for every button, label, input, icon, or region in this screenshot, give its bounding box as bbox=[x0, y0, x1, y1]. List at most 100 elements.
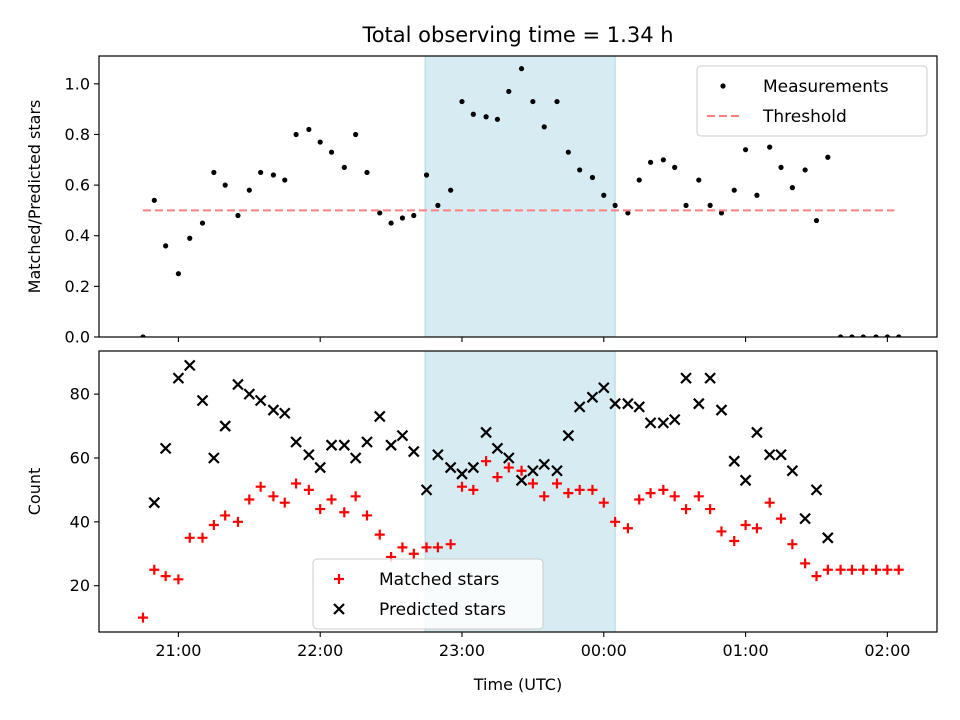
counts-point-x bbox=[538, 458, 551, 471]
x-tick-label: 01:00 bbox=[723, 641, 769, 660]
counts-point-plus bbox=[468, 484, 479, 495]
ratio-point-dot bbox=[577, 167, 583, 173]
counts-point-x bbox=[657, 417, 670, 429]
counts-point-x bbox=[420, 484, 433, 496]
counts-point-plus bbox=[693, 491, 704, 502]
counts-point-x bbox=[622, 397, 634, 410]
counts-point-x bbox=[728, 455, 741, 467]
counts-point-plus bbox=[681, 504, 692, 515]
ratio-point-dot bbox=[377, 210, 383, 216]
counts-point-plus bbox=[220, 510, 231, 521]
y-tick-label: 0.4 bbox=[65, 226, 90, 245]
ratio-point-dot bbox=[435, 202, 441, 208]
ratio-point-dot bbox=[306, 126, 312, 133]
ratio-point-dot bbox=[647, 159, 654, 165]
ratio-point-dot bbox=[151, 197, 157, 203]
counts-point-plus bbox=[669, 491, 680, 502]
counts-point-x bbox=[243, 388, 256, 400]
counts-point-x bbox=[609, 397, 621, 410]
ratio-point-dot bbox=[211, 169, 217, 176]
ratio-point-dot bbox=[494, 116, 501, 122]
counts-point-x bbox=[598, 381, 610, 394]
counts-point-x bbox=[644, 417, 657, 429]
ratio-point-dot bbox=[696, 177, 702, 183]
y-axis-label: Count bbox=[25, 468, 44, 516]
ratio-frame bbox=[98, 55, 938, 338]
counts-point-x bbox=[515, 474, 528, 487]
ratio-point-dot bbox=[707, 202, 713, 208]
ratio-point-dot bbox=[518, 66, 525, 72]
ratio-point-dot bbox=[565, 149, 571, 155]
counts-point-plus bbox=[456, 481, 467, 492]
ratio-point-dot bbox=[837, 334, 844, 337]
counts-point-plus bbox=[291, 478, 302, 489]
ratio-point-dot bbox=[530, 98, 536, 105]
counts-point-x bbox=[704, 372, 716, 384]
counts-point-x bbox=[219, 420, 231, 432]
y-tick-label: 60 bbox=[70, 448, 90, 467]
counts-point-plus bbox=[539, 491, 550, 502]
counts-point-plus bbox=[516, 465, 527, 476]
counts-point-plus bbox=[173, 574, 184, 585]
counts-point-x bbox=[349, 452, 362, 464]
counts-point-plus bbox=[408, 548, 419, 559]
ratio-point-dot bbox=[341, 164, 347, 170]
counts-point-plus bbox=[255, 481, 266, 492]
y-tick-label: 0.8 bbox=[65, 125, 90, 144]
counts-point-plus bbox=[551, 478, 562, 489]
counts-point-plus bbox=[397, 542, 408, 553]
counts-point-x bbox=[325, 439, 338, 451]
ratio-point-dot bbox=[683, 202, 689, 208]
counts-point-plus bbox=[587, 484, 598, 495]
counts-point-x bbox=[763, 449, 776, 461]
counts-point-plus bbox=[634, 494, 645, 505]
counts-point-plus bbox=[350, 491, 361, 502]
counts-point-x bbox=[290, 436, 302, 448]
ratio-point-dot bbox=[778, 164, 784, 170]
counts-point-x bbox=[527, 464, 539, 477]
counts-point-x bbox=[314, 461, 326, 474]
ratio-point-dot bbox=[448, 187, 454, 193]
counts-point-x bbox=[148, 496, 161, 509]
ratio-point-dot bbox=[399, 215, 406, 221]
ratio-point-dot bbox=[459, 98, 465, 105]
x-tick-label: 02:00 bbox=[864, 641, 910, 660]
x-axis-label: Time (UTC) bbox=[473, 675, 562, 694]
ratio-point-dot bbox=[742, 147, 749, 153]
counts-point-plus bbox=[303, 484, 314, 495]
y-tick-label: 0.6 bbox=[65, 176, 90, 195]
counts-point-plus bbox=[645, 488, 656, 499]
x-tick-label: 21:00 bbox=[155, 641, 201, 660]
counts-point-x bbox=[232, 378, 244, 391]
counts-point-plus bbox=[315, 504, 326, 515]
counts-point-x bbox=[267, 404, 280, 416]
ratio-point-dot bbox=[554, 98, 560, 105]
counts-legend: Matched stars Predicted stars bbox=[312, 558, 544, 630]
counts-point-plus bbox=[374, 529, 385, 540]
ratio-point-dot bbox=[884, 334, 890, 337]
ratio-point-dot bbox=[364, 169, 370, 176]
counts-point-x bbox=[786, 464, 799, 477]
counts-point-x bbox=[822, 532, 834, 544]
counts-point-x bbox=[254, 394, 267, 407]
ratio-point-dot bbox=[718, 210, 725, 216]
counts-point-x bbox=[586, 391, 599, 404]
counts-point-plus bbox=[858, 564, 869, 575]
counts-point-plus bbox=[232, 516, 243, 527]
y-tick-label: 80 bbox=[70, 385, 90, 404]
counts-point-plus bbox=[361, 510, 372, 521]
counts-point-x bbox=[408, 445, 420, 458]
ratio-point-dot bbox=[246, 187, 252, 193]
ratio-point-dot bbox=[282, 177, 288, 183]
counts-point-x bbox=[810, 484, 823, 496]
counts-point-plus bbox=[503, 462, 514, 473]
counts-point-x bbox=[208, 452, 220, 464]
ratio-point-dot bbox=[849, 334, 855, 337]
counts-point-plus bbox=[137, 612, 148, 623]
ratio-point-dot bbox=[825, 154, 831, 160]
counts-point-x bbox=[183, 359, 196, 372]
legend-label: Measurements bbox=[763, 77, 889, 97]
counts-point-x bbox=[467, 461, 480, 474]
counts-point-plus bbox=[244, 494, 255, 505]
